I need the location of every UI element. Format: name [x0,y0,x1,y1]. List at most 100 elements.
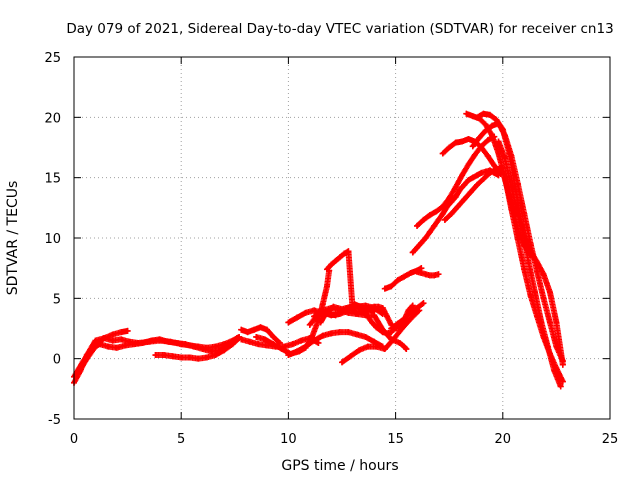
series-sat-h [253,267,333,357]
data-point [418,239,425,246]
data-point [298,337,305,344]
data-point [489,132,496,139]
data-point [354,309,361,316]
data-point [529,254,536,261]
data-point [407,269,414,276]
data-point [311,313,318,320]
x-axis-label: GPS time / hours [281,458,398,474]
data-point [311,337,318,344]
data-point [459,138,466,145]
data-point [553,343,560,350]
data-point [118,329,125,336]
data-point [469,174,476,181]
data-point [358,308,365,315]
series-sat-r [409,167,502,256]
data-point [399,325,406,332]
data-point [278,346,285,353]
data-point [306,321,313,328]
data-point [238,326,245,333]
series-sat-aa [499,168,536,261]
data-point [390,336,397,343]
data-point [553,319,560,326]
data-point [336,307,343,314]
data-point [169,353,176,360]
data-point [336,329,343,336]
series-sat-s [414,133,498,229]
data-point [161,352,168,359]
data-point [439,210,446,217]
data-point [435,216,442,223]
data-point [401,273,408,280]
data-point [465,177,472,184]
data-point [308,333,315,340]
data-point [302,309,309,316]
data-point [446,195,453,202]
grid-lines [74,57,610,419]
y-tick-label: 25 [44,51,61,66]
data-point [431,222,438,229]
data-point [339,359,345,366]
data-point [354,331,361,338]
y-tick-label: 0 [53,353,61,368]
data-point [253,333,260,340]
data-point [493,116,500,123]
data-point [186,342,193,349]
data-point [332,312,339,319]
data-point [512,218,519,225]
data-point [484,137,491,144]
data-point [323,266,330,273]
data-point [381,346,388,353]
data-point [433,208,440,215]
data-point [379,304,386,311]
data-point [212,352,219,359]
x-tick-label: 20 [495,432,512,447]
data-point [441,216,448,223]
data-point [341,250,348,257]
data-point [246,338,253,345]
data-point [482,127,489,134]
data-point [474,114,481,121]
data-point [471,151,478,158]
data-point [401,315,408,322]
data-point [418,269,425,276]
data-point [92,343,99,350]
data-point [506,150,513,157]
data-point [469,113,476,120]
series-sat-j [285,329,386,359]
data-point [422,235,429,241]
data-point [289,341,296,348]
data-point [452,139,459,146]
x-tick-label: 25 [602,432,619,447]
data-point [381,285,388,292]
data-point [261,336,268,343]
data-point [221,347,228,354]
data-point [446,144,453,151]
series-sat-u [439,136,504,178]
data-point [285,319,292,326]
data-point [452,193,459,200]
data-point [516,232,523,239]
data-point [482,121,489,128]
data-point [439,150,446,157]
series-sat-o [339,307,423,366]
data-point [409,302,416,309]
data-point [92,337,99,344]
data-point [347,353,354,360]
data-point [544,343,551,350]
data-point [501,155,508,162]
data-point [362,307,369,314]
data-point [504,184,511,191]
data-point [302,343,309,350]
data-point [546,319,553,326]
data-point [394,277,401,284]
data-point [454,203,461,210]
data-point [146,338,153,345]
data-point [366,304,373,311]
data-point [126,338,133,345]
data-point [486,169,493,176]
data-point [345,329,352,336]
data-point [435,271,442,278]
data-point [394,320,401,327]
data-point [493,166,500,173]
